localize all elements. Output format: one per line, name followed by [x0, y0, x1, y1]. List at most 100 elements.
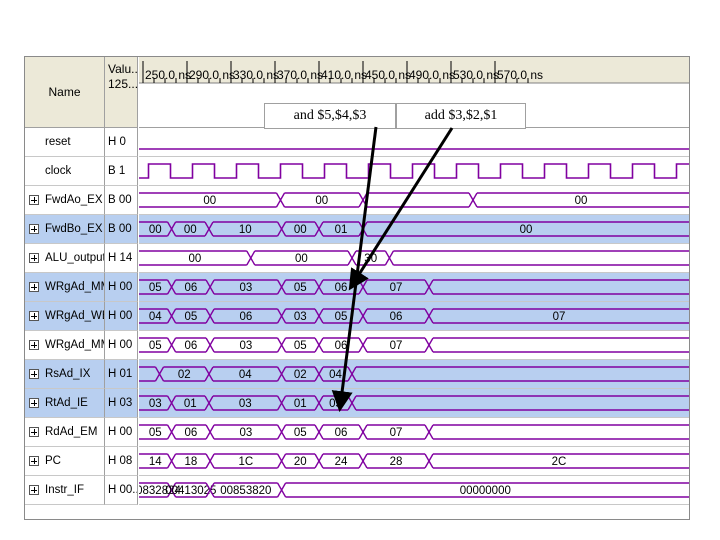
signal-row-rsad-ix[interactable]: RsAd_IX	[25, 360, 105, 389]
signal-value: H 01	[105, 360, 138, 389]
signal-row-reset[interactable]: reset	[25, 128, 105, 157]
signal-name: reset	[45, 136, 71, 148]
bus-value-label: 06	[184, 340, 197, 352]
signal-value: B 00	[105, 215, 138, 244]
annotation-add-instruction: add $3,$2,$1	[396, 103, 526, 129]
bus-value-label: 05	[149, 427, 162, 439]
signal-name: RtAd_IE	[45, 397, 88, 409]
expand-icon[interactable]	[29, 311, 39, 321]
bus-value-label: 00	[189, 253, 202, 265]
signal-row-clock[interactable]: clock	[25, 157, 105, 186]
bus-value-label: 04	[149, 311, 162, 323]
signal-row-wrgad-mm[interactable]: WRgAd_MM	[25, 273, 105, 302]
bus-value-label: 04	[329, 369, 342, 381]
bus-value-label: 03	[239, 427, 252, 439]
waveform-trace: 00832824004130250085382000000000	[139, 482, 689, 498]
bus-value-label: 07	[390, 427, 403, 439]
bus-value-label: 07	[390, 282, 403, 294]
waveform-trace: 14 18 1C 20 24 28 2C	[139, 453, 689, 469]
bus-value-label: 2C	[552, 456, 567, 468]
bus-value-label: 01	[335, 224, 348, 236]
bus-value-label: 14	[149, 456, 162, 468]
signal-name: WRgAd_MM	[45, 339, 104, 351]
signal-row-rtad-ie[interactable]: RtAd_IE	[25, 389, 105, 418]
expand-icon[interactable]	[29, 195, 39, 205]
waveform-trace: 00 00 00	[139, 192, 689, 208]
waveform-trace: 00 00 30	[139, 250, 689, 266]
expand-icon[interactable]	[29, 456, 39, 466]
signal-value: H 00	[105, 418, 138, 447]
time-tick-label: 290.0 ns	[189, 68, 235, 82]
time-tick-label: 490.0 ns	[409, 68, 455, 82]
signal-name: Instr_IF	[45, 484, 84, 496]
value-column-header[interactable]: Valu... 125...	[105, 57, 138, 128]
annotation-add-text: add $3,$2,$1	[424, 108, 498, 123]
signal-value: H 0	[105, 128, 138, 157]
signal-row-alu-output[interactable]: ALU_output...	[25, 244, 105, 273]
signal-row-fwdbo-ex[interactable]: FwdBo_EX	[25, 215, 105, 244]
bus-value-label: 05	[149, 282, 162, 294]
bus-value-label: 18	[184, 456, 197, 468]
bus-value-label: 1C	[238, 456, 253, 468]
bus-value-label: 01	[294, 398, 307, 410]
waveform-trace	[139, 163, 689, 179]
time-tick-label: 530.0 ns	[453, 68, 499, 82]
time-tick-label: 330.0 ns	[233, 68, 279, 82]
bus-value-label: 00	[315, 195, 328, 207]
annotation-and-instruction: and $5,$4,$3	[264, 103, 396, 129]
signal-value: B 00	[105, 186, 138, 215]
bus-value-label: 05	[294, 282, 307, 294]
expand-icon[interactable]	[29, 340, 39, 350]
signal-row-rdad-em[interactable]: RdAd_EM	[25, 418, 105, 447]
expand-icon[interactable]	[29, 282, 39, 292]
name-header-label: Name	[48, 85, 81, 99]
bus-value-label: 00	[295, 253, 308, 265]
bus-value-label: 05	[149, 340, 162, 352]
time-tick-label: 570.0 ns	[497, 68, 543, 82]
signal-name: PC	[45, 455, 61, 467]
signal-name: RsAd_IX	[45, 368, 91, 380]
bus-value-label: 06	[335, 282, 348, 294]
bus-value-label: 00	[294, 224, 307, 236]
signal-name: ALU_output...	[45, 252, 104, 264]
bus-value-label: 07	[553, 311, 566, 323]
bus-value-label: 24	[335, 456, 348, 468]
bus-value-label: 07	[390, 340, 403, 352]
signal-row-wrgad-wb[interactable]: WRgAd_WB	[25, 302, 105, 331]
signal-value: H 14	[105, 244, 138, 273]
bus-value-label: 01	[184, 398, 197, 410]
expand-icon[interactable]	[29, 253, 39, 263]
bus-value-label: 06	[184, 282, 197, 294]
bus-value-label: 05	[329, 398, 342, 410]
signal-value: H 00	[105, 273, 138, 302]
bus-value-label: 03	[149, 398, 162, 410]
signal-value: B 1	[105, 157, 138, 186]
expand-icon[interactable]	[29, 369, 39, 379]
signal-row-instr-if[interactable]: Instr_IF	[25, 476, 105, 505]
signal-name: WRgAd_WB	[45, 310, 104, 322]
expand-icon[interactable]	[29, 224, 39, 234]
bus-value-label: 00	[203, 195, 216, 207]
signal-name: FwdBo_EX	[45, 223, 103, 235]
bus-value-label: 06	[239, 311, 252, 323]
expand-icon[interactable]	[29, 398, 39, 408]
bus-value-label: 05	[294, 427, 307, 439]
signal-row-fwdao-ex[interactable]: FwdAo_EX	[25, 186, 105, 215]
expand-icon[interactable]	[29, 427, 39, 437]
bus-value-label: 00	[184, 224, 197, 236]
bus-value-label: 00413025	[165, 485, 216, 497]
signal-name: clock	[45, 165, 72, 177]
bus-value-label: 03	[239, 340, 252, 352]
signal-name: WRgAd_MM	[45, 281, 104, 293]
signal-row-wrgad-mm[interactable]: WRgAd_MM	[25, 331, 105, 360]
bus-value-label: 03	[239, 282, 252, 294]
bus-value-label: 06	[335, 340, 348, 352]
expand-icon[interactable]	[29, 485, 39, 495]
signal-row-pc[interactable]: PC	[25, 447, 105, 476]
annotation-and-text: and $5,$4,$3	[293, 108, 367, 123]
bus-value-label: 06	[335, 427, 348, 439]
bus-value-label: 00	[149, 224, 162, 236]
waveform-trace: 05 06 03 05 06 07	[139, 424, 689, 440]
signal-value: H 00...	[105, 476, 138, 505]
name-column-header[interactable]: Name	[25, 57, 105, 128]
